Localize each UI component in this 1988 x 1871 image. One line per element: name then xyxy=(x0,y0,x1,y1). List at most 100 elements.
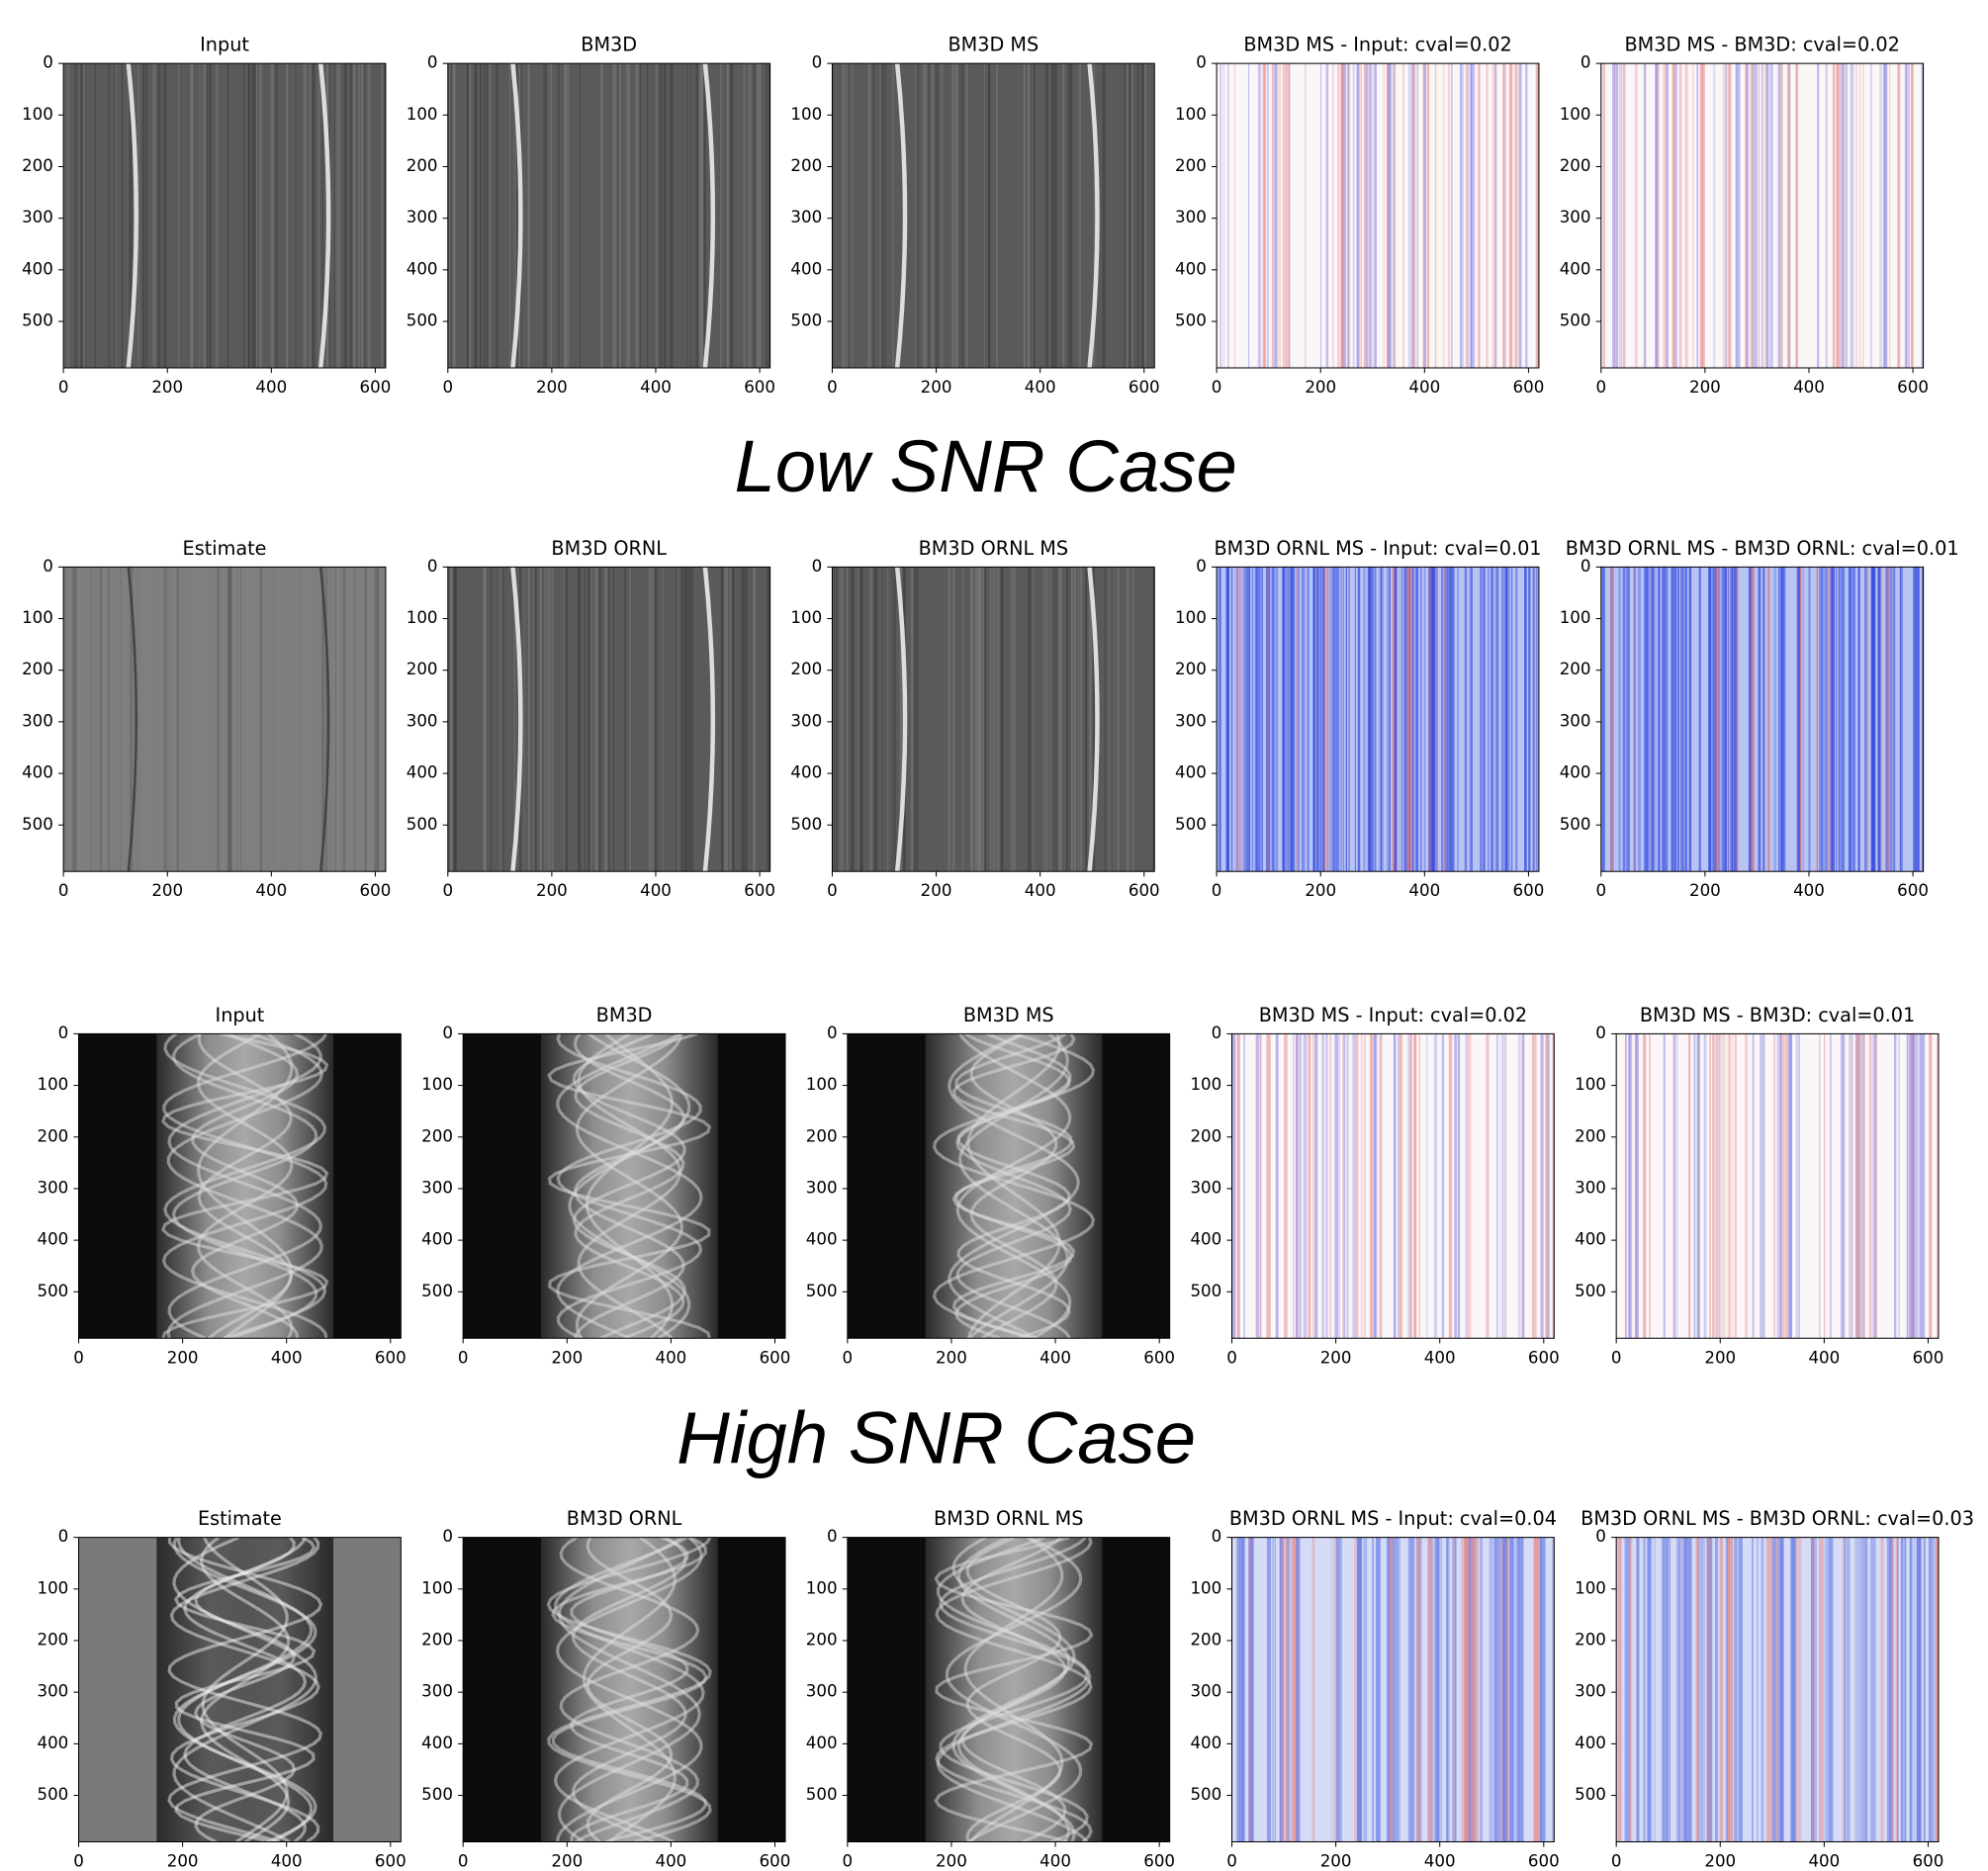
y-tick-label: 400 xyxy=(407,259,438,278)
x-tick-label: 0 xyxy=(843,1852,854,1871)
y-tick-label: 500 xyxy=(407,312,438,330)
y-tick-label: 300 xyxy=(407,711,438,730)
y-tick-label: 100 xyxy=(1560,608,1591,627)
panel: BM3D ORNL MS - Input: cval=0.01 0 200 400 60… xyxy=(1175,537,1544,900)
x-tick-label: 600 xyxy=(1897,881,1929,900)
y-tick-label: 100 xyxy=(407,608,438,627)
y-tick-label: 0 xyxy=(812,53,823,72)
panel-frame xyxy=(447,566,771,872)
panel-frame xyxy=(1615,1537,1940,1843)
x-tick-label: 400 xyxy=(655,1348,686,1367)
y-tick-label: 200 xyxy=(1190,1126,1221,1145)
y-tick-label: 500 xyxy=(37,1282,68,1300)
x-tick-label: 0 xyxy=(458,1348,469,1367)
x-tick-label: 200 xyxy=(936,1852,967,1871)
y-tick-label: 200 xyxy=(1175,660,1207,678)
x-tick-label: 200 xyxy=(551,1348,583,1367)
x-tick-label: 200 xyxy=(151,881,183,900)
x-tick-label: 200 xyxy=(936,1348,967,1367)
y-tick-label: 0 xyxy=(1196,557,1207,576)
y-tick-label: 200 xyxy=(37,1126,68,1145)
x-tick-label: 400 xyxy=(1408,378,1440,397)
x-tick-label: 600 xyxy=(1913,1348,1944,1367)
y-tick-label: 300 xyxy=(22,208,53,226)
y-tick-label: 400 xyxy=(1560,259,1591,278)
y-tick-label: 300 xyxy=(37,1682,68,1701)
panel-title: Estimate xyxy=(198,1507,282,1530)
panel-frame xyxy=(62,566,387,872)
y-tick-label: 500 xyxy=(790,815,822,834)
panel-frame xyxy=(1230,1537,1555,1843)
x-tick-label: 600 xyxy=(1513,378,1545,397)
panel-image xyxy=(1217,63,1539,368)
panel: BM3D 0 200 400 600 0 100 200 300 400 500 xyxy=(421,1004,790,1367)
x-tick-label: 600 xyxy=(360,881,392,900)
panel-title: BM3D MS - Input: cval=0.02 xyxy=(1259,1004,1527,1026)
y-tick-label: 300 xyxy=(790,711,822,730)
y-tick-label: 0 xyxy=(43,557,53,576)
y-tick-label: 500 xyxy=(1575,1785,1606,1804)
panel-image xyxy=(463,1537,785,1842)
panel-image xyxy=(463,1033,785,1339)
panel: BM3D 0 200 400 600 0 100 200 300 400 500 xyxy=(407,34,775,397)
x-tick-label: 0 xyxy=(1226,1348,1237,1367)
y-tick-label: 200 xyxy=(22,156,53,175)
panel-frame xyxy=(462,1032,786,1339)
y-tick-label: 400 xyxy=(421,1734,453,1752)
y-tick-label: 100 xyxy=(37,1075,68,1094)
y-tick-label: 300 xyxy=(1175,711,1207,730)
x-tick-label: 0 xyxy=(1212,378,1222,397)
x-tick-label: 200 xyxy=(167,1852,199,1871)
panel-image xyxy=(847,1033,1170,1339)
y-tick-label: 500 xyxy=(421,1282,453,1300)
y-tick-label: 100 xyxy=(790,105,822,124)
x-tick-label: 400 xyxy=(640,881,672,900)
x-tick-label: 0 xyxy=(1611,1348,1622,1367)
y-tick-label: 400 xyxy=(22,763,53,782)
panel: BM3D MS - Input: cval=0.02 0 200 400 600 0 100… xyxy=(1190,1004,1559,1367)
y-tick-label: 300 xyxy=(37,1178,68,1197)
x-tick-label: 400 xyxy=(1408,881,1440,900)
x-tick-label: 400 xyxy=(640,378,672,397)
x-tick-label: 400 xyxy=(1793,881,1825,900)
y-tick-label: 0 xyxy=(1581,53,1591,72)
y-tick-label: 100 xyxy=(1575,1075,1606,1094)
x-tick-label: 0 xyxy=(442,378,453,397)
panel-title: BM3D ORNL MS xyxy=(919,537,1068,560)
panel: BM3D MS - BM3D: cval=0.01 0 200 400 600 0 100 2… xyxy=(1575,1004,1943,1367)
panel-title: BM3D MS - BM3D: cval=0.01 xyxy=(1640,1004,1915,1026)
panel-title: BM3D ORNL MS - Input: cval=0.04 xyxy=(1229,1507,1557,1530)
y-tick-label: 400 xyxy=(37,1734,68,1752)
y-tick-label: 500 xyxy=(1560,815,1591,834)
panel: Input 0 200 400 600 0 100 200 300 400 500 xyxy=(22,34,391,397)
y-tick-label: 300 xyxy=(1575,1682,1606,1701)
y-tick-label: 400 xyxy=(37,1230,68,1249)
x-tick-label: 0 xyxy=(442,881,453,900)
x-tick-label: 400 xyxy=(271,1348,303,1367)
y-tick-label: 400 xyxy=(1575,1734,1606,1752)
y-tick-label: 100 xyxy=(1175,608,1207,627)
x-tick-label: 600 xyxy=(1897,378,1929,397)
panel-title: BM3D MS - Input: cval=0.02 xyxy=(1243,34,1511,56)
panel-frame xyxy=(78,1537,402,1843)
panel-image xyxy=(847,1537,1170,1842)
x-tick-label: 0 xyxy=(58,881,69,900)
x-tick-label: 600 xyxy=(760,1348,791,1367)
y-tick-label: 0 xyxy=(427,557,438,576)
x-tick-label: 600 xyxy=(1528,1348,1560,1367)
y-tick-label: 200 xyxy=(790,156,822,175)
y-tick-label: 200 xyxy=(790,660,822,678)
y-tick-label: 500 xyxy=(22,815,53,834)
y-tick-label: 400 xyxy=(806,1230,838,1249)
y-tick-label: 300 xyxy=(1560,711,1591,730)
panel-frame xyxy=(462,1537,786,1843)
panel-title: BM3D ORNL xyxy=(567,1507,682,1530)
panel-frame xyxy=(1600,566,1925,872)
y-tick-label: 200 xyxy=(407,660,438,678)
panel-title: BM3D xyxy=(581,34,637,56)
y-tick-label: 500 xyxy=(806,1785,838,1804)
y-tick-label: 300 xyxy=(806,1682,838,1701)
panel-title: BM3D ORNL MS - BM3D ORNL: cval=0.03 xyxy=(1581,1507,1974,1530)
y-tick-label: 100 xyxy=(22,608,53,627)
panel-frame xyxy=(447,62,771,369)
